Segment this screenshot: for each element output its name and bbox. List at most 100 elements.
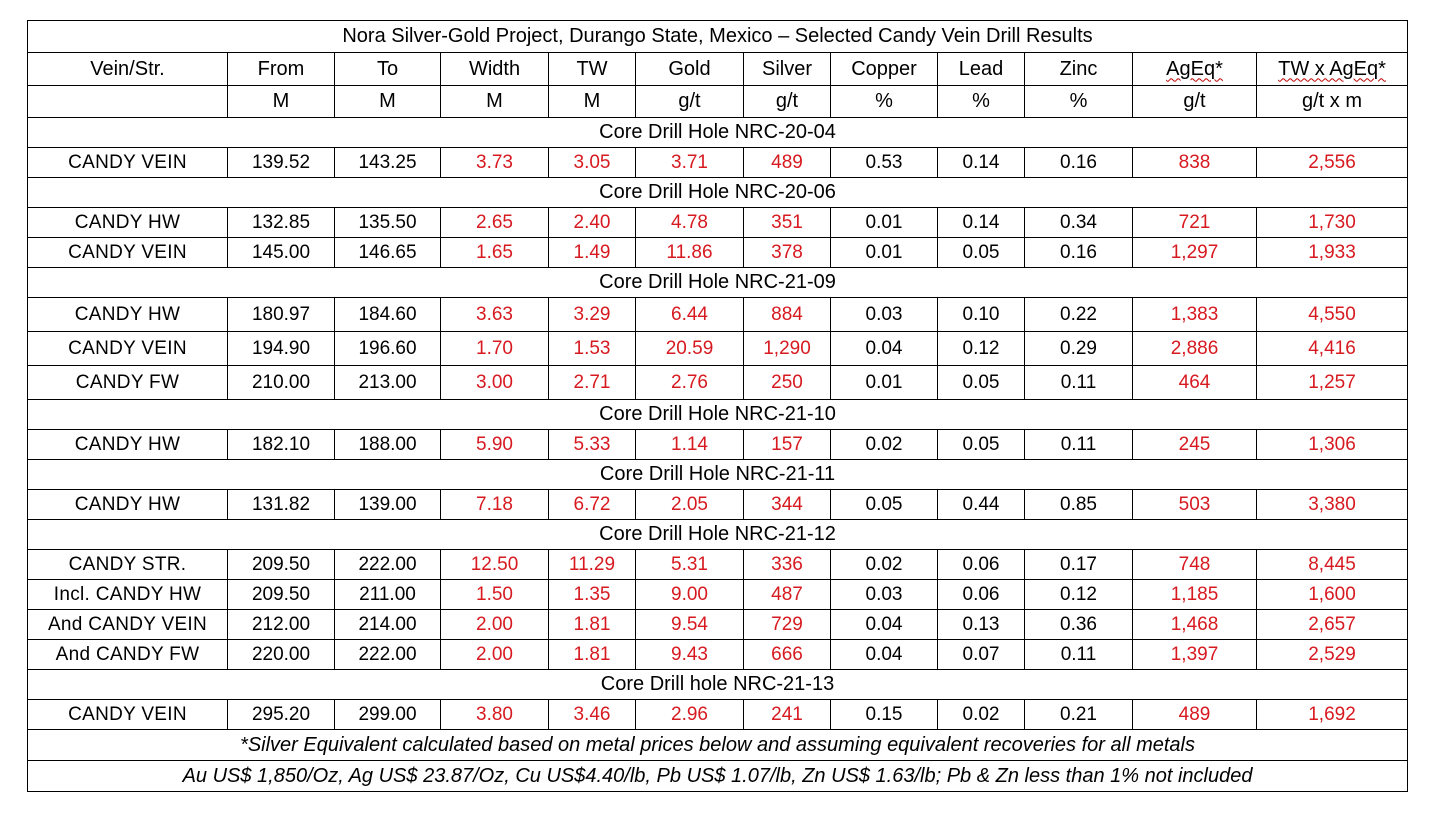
cell-twageq: 1,306 bbox=[1255, 429, 1409, 460]
cell-silver: 351 bbox=[743, 207, 831, 238]
cell-gold: 1.14 bbox=[635, 429, 744, 460]
cell-from: 194.90 bbox=[227, 331, 335, 366]
cell-zinc: 0.11 bbox=[1024, 429, 1133, 460]
unit-silver: g/t bbox=[743, 85, 831, 118]
cell-ageq: 838 bbox=[1132, 147, 1257, 178]
cell-width: 1.70 bbox=[440, 331, 549, 366]
cell-silver: 378 bbox=[743, 237, 831, 268]
cell-from: 180.97 bbox=[227, 297, 335, 332]
cell-copper: 0.03 bbox=[830, 297, 938, 332]
header-tw: TW bbox=[548, 52, 636, 86]
header-zinc: Zinc bbox=[1024, 52, 1133, 86]
cell-width: 7.18 bbox=[440, 489, 549, 520]
unit-row: M M M M g/t g/t % % % g/t g/t x m bbox=[27, 85, 1409, 118]
cell-zinc: 0.36 bbox=[1024, 609, 1133, 640]
cell-tw: 3.46 bbox=[548, 699, 636, 730]
cell-width: 2.00 bbox=[440, 609, 549, 640]
cell-silver: 729 bbox=[743, 609, 831, 640]
cell-vein: Incl. CANDY HW bbox=[27, 579, 228, 610]
unit-tw-ageq: g/t x m bbox=[1255, 85, 1409, 118]
cell-tw: 3.29 bbox=[548, 297, 636, 332]
cell-to: 143.25 bbox=[334, 147, 441, 178]
cell-width: 3.00 bbox=[440, 365, 549, 400]
cell-ageq: 2,886 bbox=[1132, 331, 1257, 366]
cell-vein: CANDY VEIN bbox=[27, 237, 228, 268]
cell-ageq: 721 bbox=[1132, 207, 1257, 238]
header-to: To bbox=[334, 52, 441, 86]
unit-tw: M bbox=[548, 85, 636, 118]
cell-vein: CANDY VEIN bbox=[27, 699, 228, 730]
cell-lead: 0.14 bbox=[937, 147, 1025, 178]
cell-width: 5.90 bbox=[440, 429, 549, 460]
cell-tw: 1.81 bbox=[548, 609, 636, 640]
cell-ageq: 503 bbox=[1132, 489, 1257, 520]
cell-copper: 0.04 bbox=[830, 331, 938, 366]
header-from: From bbox=[227, 52, 335, 86]
drill-hole-header: Core Drill Hole NRC-21-12 bbox=[26, 519, 1409, 550]
table-row: CANDY VEIN 295.20 299.00 3.80 3.46 2.96 241 0.1… bbox=[27, 699, 1409, 730]
header-vein: Vein/Str. bbox=[27, 52, 228, 86]
drill-hole-header: Core Drill Hole NRC-21-11 bbox=[26, 459, 1409, 490]
cell-ageq: 1,185 bbox=[1132, 579, 1257, 610]
cell-copper: 0.04 bbox=[830, 609, 938, 640]
table-row: CANDY VEIN 145.00 146.65 1.65 1.49 11.86 378 0.… bbox=[27, 237, 1409, 268]
drill-hole-label: Core Drill Hole NRC-21-10 bbox=[26, 399, 1409, 430]
cell-tw: 2.71 bbox=[548, 365, 636, 400]
cell-ageq: 1,468 bbox=[1132, 609, 1257, 640]
unit-gold: g/t bbox=[635, 85, 744, 118]
cell-gold: 2.05 bbox=[635, 489, 744, 520]
cell-from: 132.85 bbox=[227, 207, 335, 238]
cell-width: 1.65 bbox=[440, 237, 549, 268]
cell-vein: CANDY VEIN bbox=[27, 147, 228, 178]
cell-twageq: 4,550 bbox=[1255, 297, 1409, 332]
cell-to: 222.00 bbox=[334, 639, 441, 670]
cell-zinc: 0.11 bbox=[1024, 639, 1133, 670]
cell-tw: 1.35 bbox=[548, 579, 636, 610]
cell-to: 211.00 bbox=[334, 579, 441, 610]
cell-silver: 666 bbox=[743, 639, 831, 670]
cell-lead: 0.06 bbox=[937, 549, 1025, 580]
unit-vein bbox=[27, 85, 228, 118]
cell-zinc: 0.34 bbox=[1024, 207, 1133, 238]
footnote-row: *Silver Equivalent calculated based on m… bbox=[26, 729, 1409, 761]
cell-copper: 0.04 bbox=[830, 639, 938, 670]
cell-gold: 9.00 bbox=[635, 579, 744, 610]
cell-tw: 5.33 bbox=[548, 429, 636, 460]
drill-hole-label: Core Drill Hole NRC-21-09 bbox=[26, 267, 1409, 298]
cell-vein: CANDY HW bbox=[27, 429, 228, 460]
cell-twageq: 1,933 bbox=[1255, 237, 1409, 268]
cell-from: 209.50 bbox=[227, 579, 335, 610]
drill-hole-label: Core Drill Hole NRC-21-12 bbox=[26, 519, 1409, 550]
header-gold: Gold bbox=[635, 52, 744, 86]
cell-silver: 241 bbox=[743, 699, 831, 730]
cell-gold: 11.86 bbox=[635, 237, 744, 268]
cell-copper: 0.01 bbox=[830, 207, 938, 238]
cell-twageq: 1,600 bbox=[1255, 579, 1409, 610]
cell-silver: 489 bbox=[743, 147, 831, 178]
cell-lead: 0.12 bbox=[937, 331, 1025, 366]
cell-to: 184.60 bbox=[334, 297, 441, 332]
footnote-text: *Silver Equivalent calculated based on m… bbox=[26, 729, 1409, 761]
drill-hole-header: Core Drill hole NRC-21-13 bbox=[26, 669, 1409, 700]
cell-lead: 0.06 bbox=[937, 579, 1025, 610]
cell-to: 222.00 bbox=[334, 549, 441, 580]
cell-twageq: 1,692 bbox=[1255, 699, 1409, 730]
cell-vein: CANDY VEIN bbox=[27, 331, 228, 366]
cell-gold: 9.54 bbox=[635, 609, 744, 640]
header-ageq: AgEq* bbox=[1132, 52, 1257, 86]
cell-zinc: 0.21 bbox=[1024, 699, 1133, 730]
cell-silver: 1,290 bbox=[743, 331, 831, 366]
cell-lead: 0.13 bbox=[937, 609, 1025, 640]
cell-twageq: 2,657 bbox=[1255, 609, 1409, 640]
table-row: CANDY FW 210.00 213.00 3.00 2.71 2.76 250 0.01 0… bbox=[27, 365, 1409, 400]
cell-zinc: 0.12 bbox=[1024, 579, 1133, 610]
unit-to: M bbox=[334, 85, 441, 118]
title-row: Nora Silver-Gold Project, Durango State,… bbox=[26, 20, 1409, 53]
cell-ageq: 1,297 bbox=[1132, 237, 1257, 268]
cell-from: 295.20 bbox=[227, 699, 335, 730]
cell-ageq: 464 bbox=[1132, 365, 1257, 400]
cell-twageq: 1,257 bbox=[1255, 365, 1409, 400]
table-row: CANDY HW 182.10 188.00 5.90 5.33 1.14 157 0.02 0… bbox=[27, 429, 1409, 460]
table-row: CANDY VEIN 194.90 196.60 1.70 1.53 20.59 1,290… bbox=[27, 331, 1409, 366]
cell-copper: 0.01 bbox=[830, 237, 938, 268]
